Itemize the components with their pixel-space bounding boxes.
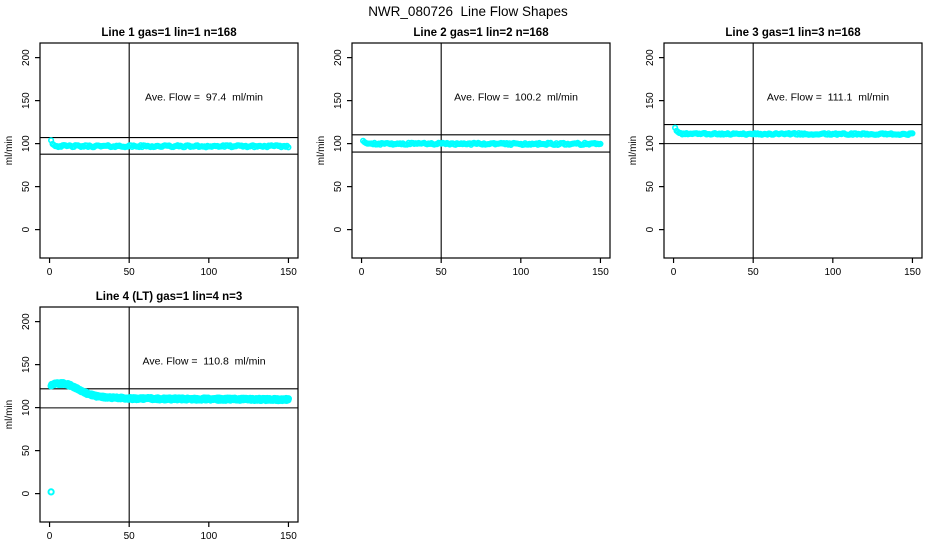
plot-border	[351, 42, 611, 259]
subplot-title: Line 3 gas=1 lin=3 n=168	[725, 27, 861, 39]
y-tick-label: 200	[645, 49, 656, 66]
subplot-title: Line 2 gas=1 lin=2 n=168	[413, 27, 549, 39]
x-tick-label: 150	[904, 267, 921, 278]
plot-border	[39, 306, 299, 523]
plot-border	[663, 42, 923, 259]
x-tick-label: 150	[280, 267, 297, 278]
x-tick-label: 50	[436, 267, 448, 278]
ave-flow-annotation: Ave. Flow = 100.2 ml/min	[454, 92, 578, 104]
x-tick-label: 0	[47, 531, 53, 540]
ave-flow-annotation: Ave. Flow = 97.4 ml/min	[145, 92, 263, 104]
x-tick-label: 150	[592, 267, 609, 278]
y-tick-label: 50	[21, 445, 32, 457]
x-tick-label: 150	[280, 531, 297, 540]
data-point	[284, 395, 292, 403]
subplot-1: Line 1 gas=1 lin=1 n=168 0 50 100 150 0 50 100 1…	[4, 27, 299, 278]
x-tick-label: 100	[200, 531, 217, 540]
y-tick-label: 50	[21, 181, 32, 193]
x-tick-label: 50	[124, 531, 136, 540]
y-tick-label: 150	[333, 92, 344, 109]
y-tick-label: 150	[21, 356, 32, 373]
y-tick-label: 100	[21, 135, 32, 152]
plot-border	[39, 42, 299, 259]
y-axis-label: ml/min	[4, 136, 15, 165]
y-tick-label: 0	[21, 226, 32, 232]
y-tick-label: 0	[333, 226, 344, 232]
x-tick-label: 0	[47, 267, 53, 278]
y-tick-label: 100	[645, 135, 656, 152]
y-tick-label: 150	[645, 92, 656, 109]
subplot-title: Line 1 gas=1 lin=1 n=168	[101, 27, 237, 39]
x-tick-label: 100	[200, 267, 217, 278]
y-tick-label: 100	[333, 135, 344, 152]
y-tick-label: 50	[645, 181, 656, 193]
y-tick-label: 200	[21, 313, 32, 330]
x-tick-label: 50	[124, 267, 136, 278]
subplot-4: Line 4 (LT) gas=1 lin=4 n=3 0 50 100 150 0 50 1…	[4, 291, 299, 540]
y-tick-label: 50	[333, 181, 344, 193]
y-tick-label: 0	[21, 490, 32, 496]
subplot-title: Line 4 (LT) gas=1 lin=4 n=3	[96, 291, 242, 303]
y-tick-label: 100	[21, 399, 32, 416]
main-title: NWR_080726 Line Flow Shapes	[368, 4, 568, 19]
y-tick-label: 0	[645, 226, 656, 232]
outlier-point	[47, 488, 55, 496]
x-tick-label: 0	[671, 267, 677, 278]
ave-flow-annotation: Ave. Flow = 111.1 ml/min	[767, 92, 889, 104]
x-tick-label: 0	[359, 267, 365, 278]
x-tick-label: 100	[512, 267, 529, 278]
y-axis-label: ml/min	[628, 136, 639, 165]
data-point	[909, 130, 916, 137]
y-tick-label: 200	[333, 49, 344, 66]
y-axis-label: ml/min	[4, 400, 15, 429]
subplot-2: Line 2 gas=1 lin=2 n=168 0 50 100 150 0 50 100 1…	[316, 27, 611, 278]
y-tick-label: 200	[21, 49, 32, 66]
data-point	[597, 140, 604, 147]
y-tick-label: 150	[21, 92, 32, 109]
x-tick-label: 50	[748, 267, 760, 278]
ave-flow-annotation: Ave. Flow = 110.8 ml/min	[143, 356, 266, 368]
subplot-3: Line 3 gas=1 lin=3 n=168 0 50 100 150 0 50 100 1…	[628, 27, 923, 278]
data-point	[285, 144, 292, 151]
x-tick-label: 100	[824, 267, 841, 278]
y-axis-label: ml/min	[316, 136, 327, 165]
